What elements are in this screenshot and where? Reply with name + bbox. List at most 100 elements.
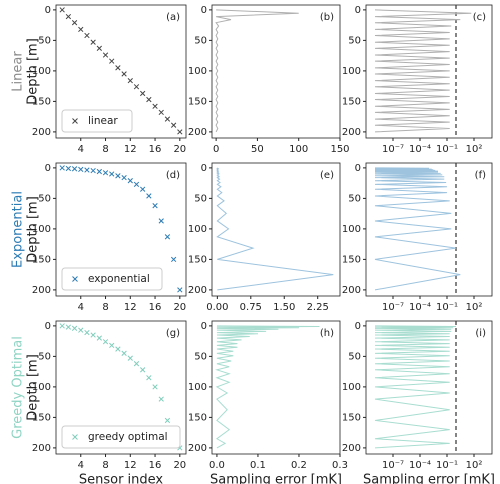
panel-frame [55,162,187,297]
x-tick-label: 20 [173,144,186,155]
x-tick-label: 8 [102,460,108,471]
x-tick-label: 10⁻¹ [436,302,458,313]
scatter-point [84,167,90,173]
scatter-point [109,58,115,64]
x-tick-label: 0.3 [332,460,348,471]
panel-frame [365,4,493,139]
scatter-point [65,324,72,330]
scatter-point [102,170,109,176]
scatter-point [96,168,102,175]
x-tick-label: 0.0 [209,460,225,471]
y-tick-label: 200 [188,443,207,454]
scatter-point [121,174,127,181]
y-tick-label: 0 [355,5,361,16]
x-tick-label: 1.50 [273,302,295,313]
x-axis-label: Sensor index [79,473,164,484]
scatter-point [78,26,84,33]
scatter-point [65,13,72,20]
x-tick-label: 12 [124,460,137,471]
y-tick-label: 0 [45,5,51,16]
x-tick-label: 0.1 [250,460,266,471]
x-tick-label: 10⁻⁴ [409,144,431,155]
x-tick-label: 4 [78,460,84,471]
error-line [216,167,334,291]
y-tick-label: 50 [194,35,207,46]
scatter-point [84,32,90,39]
x-tick-label: 20 [173,460,186,471]
y-tick-label: 0 [355,321,361,332]
scatter-point [115,173,121,179]
y-tick-label: 100 [32,224,51,235]
scatter-point [96,45,102,51]
x-tick-label: 10² [466,460,483,471]
error-line [374,325,457,449]
scatter-point [78,166,84,173]
x-tick-label: 16 [149,460,162,471]
y-tick-label: 0 [45,321,51,332]
y-tick-label: 0 [201,163,207,174]
y-tick-label: 150 [342,254,361,265]
panel-annotation: (d) [166,170,180,181]
y-tick-label: 150 [188,96,207,107]
panel-frame [55,320,187,455]
x-tick-label: 20 [173,302,186,313]
y-tick-label: 0 [201,5,207,16]
x-tick-label: 10⁻¹ [436,460,458,471]
x-tick-label: 10⁻⁴ [409,302,431,313]
y-tick-label: 150 [188,254,207,265]
y-tick-label: 100 [342,382,361,393]
x-tick-label: 16 [149,302,162,313]
x-axis-label: Sampling error [mK] [363,473,495,484]
scatter-point [59,323,65,329]
scatter-point [127,77,133,84]
y-tick-label: 200 [188,127,207,138]
scatter-point [59,165,65,171]
panel-frame [55,4,187,139]
y-tick-label: 150 [342,96,361,107]
row-label: Greedy Optimal [11,336,26,439]
x-tick-label: 4 [78,302,84,313]
scatter-point [71,325,78,331]
scatter-point [127,178,133,184]
scatter-point [164,234,171,240]
scatter-point [133,361,140,367]
scatter-point [146,375,152,381]
y-tick-label: 150 [32,96,51,107]
scatter-point [152,384,158,390]
scatter-point [133,84,140,90]
panel-frame [211,4,341,139]
y-tick-label: 150 [32,412,51,423]
y-tick-label: 0 [355,163,361,174]
x-tick-label: 0.00 [206,302,228,313]
y-tick-label: 100 [188,66,207,77]
scatter-point [177,129,183,135]
row-label: Linear [11,51,26,92]
legend-label: exponential [88,273,150,285]
x-tick-label: 10² [466,302,483,313]
x-tick-label: 150 [330,144,349,155]
legend-marker [72,118,78,124]
y-axis-label: Depth [m] [26,196,41,263]
y-tick-label: 0 [201,321,207,332]
scatter-point [177,287,183,293]
y-axis-label: Depth [m] [26,354,41,421]
x-tick-label: 10⁻⁴ [409,460,431,471]
scatter-point [121,71,127,77]
x-tick-label: 100 [289,144,308,155]
scatter-point [170,122,177,128]
legend-label: greedy optimal [88,431,168,443]
scatter-point [140,367,146,373]
scatter-point [90,39,96,45]
scatter-point [158,396,164,402]
y-tick-label: 200 [32,443,51,454]
x-tick-label: 12 [124,144,137,155]
x-tick-label: 0.2 [291,460,307,471]
y-tick-label: 150 [32,254,51,265]
scatter-point [146,193,152,199]
legend-marker [72,434,78,440]
y-tick-label: 200 [188,285,207,296]
y-tick-label: 50 [348,193,361,204]
scatter-point [59,7,65,13]
scatter-point [164,417,171,424]
scatter-point [121,350,127,356]
